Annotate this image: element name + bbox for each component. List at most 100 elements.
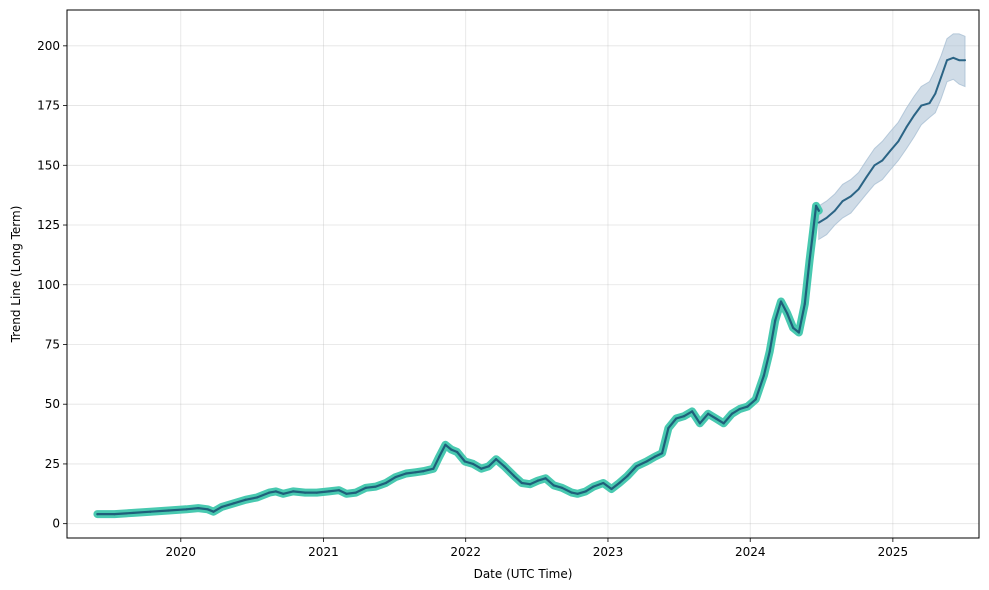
y-tick-label: 175 xyxy=(37,99,60,113)
history-point xyxy=(768,350,771,353)
history-point xyxy=(675,417,678,420)
y-tick-label: 0 xyxy=(52,517,60,531)
forecast-point xyxy=(913,114,916,117)
history-point xyxy=(480,467,483,470)
history-point xyxy=(132,511,135,515)
forecast-point xyxy=(958,59,961,62)
history-point xyxy=(707,412,710,415)
forecast-point xyxy=(849,195,852,198)
y-tick-label: 75 xyxy=(45,337,60,351)
history-point xyxy=(552,484,555,487)
x-axis-label: Date (UTC Time) xyxy=(474,567,573,581)
history-point xyxy=(268,491,271,494)
forecast-point xyxy=(873,164,876,167)
history-point xyxy=(96,513,99,516)
history-point xyxy=(610,487,613,491)
history-point xyxy=(635,465,638,468)
forecast-point xyxy=(964,59,966,62)
history-point xyxy=(463,460,467,463)
history-point xyxy=(232,502,235,505)
history-point xyxy=(274,490,278,493)
history-point xyxy=(698,422,702,425)
history-point xyxy=(212,510,215,513)
forecast-point xyxy=(946,59,948,62)
history-point xyxy=(786,312,789,315)
y-tick-label: 25 xyxy=(45,457,60,471)
history-point xyxy=(592,485,595,488)
forecast-point xyxy=(928,102,931,105)
history-point xyxy=(730,412,734,415)
history-point xyxy=(774,319,777,322)
history-point xyxy=(746,405,749,408)
history-point xyxy=(197,507,200,510)
history-point xyxy=(754,398,757,401)
y-tick-label: 100 xyxy=(37,278,60,292)
forecast-point xyxy=(897,140,900,143)
history-point xyxy=(456,450,459,454)
history-point xyxy=(394,475,397,479)
x-tick-label: 2022 xyxy=(450,545,481,559)
history-point xyxy=(618,481,621,485)
history-point xyxy=(282,492,285,495)
forecast-point xyxy=(934,92,937,95)
history-point xyxy=(797,331,801,334)
history-point xyxy=(503,465,506,468)
history-point xyxy=(422,470,425,473)
forecast-band-layer xyxy=(818,33,966,241)
history-point xyxy=(149,510,152,513)
history-point xyxy=(803,302,806,305)
history-point xyxy=(167,509,170,512)
y-tick-label: 50 xyxy=(45,397,60,411)
y-tick-label: 200 xyxy=(37,39,60,53)
history-point xyxy=(438,455,441,458)
history-halo-line xyxy=(93,201,823,519)
history-point xyxy=(256,496,259,499)
history-point xyxy=(714,417,718,420)
history-point xyxy=(560,486,564,489)
history-point xyxy=(472,462,475,466)
forecast-point xyxy=(905,126,908,128)
grid-lines xyxy=(67,10,979,538)
forecast-point xyxy=(940,75,943,78)
history-point xyxy=(495,458,498,461)
series-layer xyxy=(93,56,966,519)
forecast-point xyxy=(865,176,868,179)
history-point xyxy=(345,492,348,495)
plot-frame xyxy=(66,9,980,539)
history-point xyxy=(414,471,417,474)
history-point xyxy=(450,448,453,451)
history-point xyxy=(661,452,664,455)
history-point xyxy=(384,481,387,485)
history-point xyxy=(113,513,116,516)
x-tick-label: 2023 xyxy=(593,545,624,559)
y-axis-ticks: 0 25 50 75 100 125 150 175 200 xyxy=(37,39,67,531)
forecast-point xyxy=(889,150,892,152)
history-point xyxy=(444,443,447,446)
history-point xyxy=(432,467,435,470)
history-point xyxy=(762,374,765,377)
history-point xyxy=(512,474,516,477)
history-point xyxy=(220,505,223,509)
x-axis-ticks: 2020 2021 2022 2023 2024 2025 xyxy=(166,538,909,559)
history-point xyxy=(404,472,408,475)
history-point xyxy=(653,455,656,458)
history-point xyxy=(528,483,532,486)
y-axis-label: Trend Line (Long Term) xyxy=(9,206,23,344)
forecast-point xyxy=(920,104,923,107)
forecast-point xyxy=(817,221,820,224)
history-point xyxy=(602,481,605,485)
history-point xyxy=(206,508,209,511)
forecast-point xyxy=(857,188,860,191)
x-tick-label: 2025 xyxy=(878,545,909,559)
x-tick-label: 2021 xyxy=(308,545,339,559)
x-tick-label: 2020 xyxy=(166,545,197,559)
y-tick-label: 150 xyxy=(37,158,60,172)
history-point xyxy=(337,489,341,492)
history-point xyxy=(520,481,523,485)
history-point xyxy=(570,491,573,494)
forecast-point xyxy=(833,209,836,212)
history-point xyxy=(364,486,368,489)
history-point xyxy=(817,209,820,212)
history-point xyxy=(327,490,331,493)
